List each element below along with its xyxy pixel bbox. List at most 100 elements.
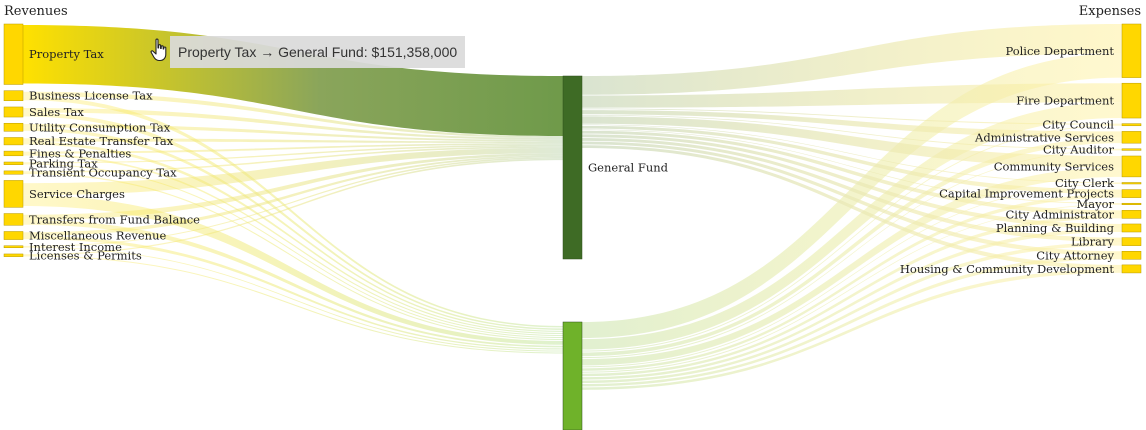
link-sales-tax-to-general-fund[interactable]: [23, 107, 563, 140]
link-general-fund-to-capital-improvement-projects[interactable]: [582, 125, 1122, 195]
node-fines-and-penalties[interactable]: [3, 150, 24, 157]
link-licenses-and-permits-to-fund-2[interactable]: [23, 255, 563, 354]
link-transient-occupancy-tax-to-general-fund[interactable]: [23, 146, 563, 173]
link-miscellaneous-revenue-to-general-fund[interactable]: [23, 155, 563, 236]
link-general-fund-to-city-clerk[interactable]: [582, 124, 1122, 184]
link-fund-2-to-fire-department[interactable]: [582, 102, 1122, 350]
node-business-license-tax[interactable]: [3, 90, 24, 102]
node-planning-and-building[interactable]: [1121, 223, 1142, 233]
link-general-fund-to-mayor[interactable]: [582, 129, 1122, 205]
link-fund-2-to-administrative-services[interactable]: [582, 137, 1122, 357]
node-housing-and-community-development[interactable]: [1121, 264, 1142, 274]
node-city-clerk[interactable]: [1121, 182, 1142, 185]
node-city-auditor[interactable]: [1121, 148, 1142, 151]
node-real-estate-transfer-tax[interactable]: [3, 137, 24, 146]
revenues-title: Revenues: [4, 4, 68, 19]
node-licenses-and-permits[interactable]: [3, 253, 24, 257]
link-fund-2-to-capital-improvement-projects[interactable]: [582, 194, 1122, 371]
link-interest-income-to-fund-2[interactable]: [23, 246, 563, 352]
link-fund-2-to-city-attorney[interactable]: [582, 255, 1122, 387]
link-general-fund-to-community-services[interactable]: [582, 116, 1122, 168]
link-fund-2-to-mayor[interactable]: [582, 204, 1122, 373]
label-library: Library: [1071, 235, 1115, 249]
nodes-layer: [3, 23, 1142, 430]
label-fire-department: Fire Department: [1016, 94, 1114, 108]
link-parking-tax-to-fund-2[interactable]: [23, 163, 563, 338]
link-fines-and-penalties-to-fund-2[interactable]: [23, 153, 563, 336]
link-fund-2-to-city-clerk[interactable]: [582, 183, 1122, 368]
node-parking-tax[interactable]: [3, 161, 24, 165]
link-general-fund-to-library[interactable]: [582, 138, 1122, 243]
link-fund-2-to-police-department[interactable]: [582, 53, 1122, 339]
node-fund-2[interactable]: [562, 321, 583, 430]
node-miscellaneous-revenue[interactable]: [3, 231, 24, 240]
link-fund-2-to-city-council[interactable]: [582, 124, 1122, 352]
link-general-fund-to-city-administrator[interactable]: [582, 130, 1122, 215]
link-general-fund-to-police-department[interactable]: [582, 24, 1122, 95]
link-business-license-tax-to-fund-2[interactable]: [23, 96, 563, 328]
node-fire-department[interactable]: [1121, 82, 1142, 119]
label-housing-and-community-development: Housing & Community Development: [900, 262, 1114, 276]
label-mayor: Mayor: [1076, 197, 1114, 211]
node-sales-tax[interactable]: [3, 106, 24, 118]
hand-cursor-icon: [150, 38, 167, 62]
link-general-fund-to-housing-and-community-development[interactable]: [582, 145, 1122, 270]
node-administrative-services[interactable]: [1121, 131, 1142, 144]
link-licenses-and-permits-to-general-fund[interactable]: [23, 158, 563, 256]
link-miscellaneous-revenue-to-fund-2[interactable]: [23, 235, 563, 350]
link-transfers-from-fund-balance-to-general-fund[interactable]: [23, 153, 563, 220]
label-community-services: Community Services: [994, 159, 1114, 173]
link-general-fund-to-city-council[interactable]: [582, 108, 1122, 125]
link-general-fund-to-fire-department[interactable]: [582, 83, 1122, 108]
label-service-charges: Service Charges: [29, 187, 125, 201]
node-general-fund[interactable]: [562, 75, 583, 260]
link-transfers-from-fund-balance-to-fund-2[interactable]: [23, 219, 563, 348]
node-mayor[interactable]: [1121, 202, 1142, 205]
link-fund-2-to-city-administrator[interactable]: [582, 214, 1122, 377]
link-real-estate-transfer-tax-to-fund-2[interactable]: [23, 141, 563, 334]
link-general-fund-to-city-auditor[interactable]: [582, 115, 1122, 150]
node-transfers-from-fund-balance[interactable]: [3, 213, 24, 226]
link-utility-consumption-tax-to-general-fund[interactable]: [23, 124, 563, 142]
link-utility-consumption-tax-to-fund-2[interactable]: [23, 127, 563, 332]
link-general-fund-to-administrative-services[interactable]: [582, 110, 1122, 138]
label-interest-income: Interest Income: [29, 240, 122, 254]
link-parking-tax-to-general-fund[interactable]: [23, 144, 563, 164]
link-general-fund-to-planning-and-building[interactable]: [582, 134, 1122, 229]
node-utility-consumption-tax[interactable]: [3, 122, 24, 132]
link-fund-2-to-housing-and-community-development[interactable]: [582, 269, 1122, 390]
labels-layer: Property Tax Business License Tax Sales Ta…: [29, 44, 1115, 276]
label-miscellaneous-revenue: Miscellaneous Revenue: [29, 229, 166, 243]
node-community-services[interactable]: [1121, 155, 1142, 178]
link-fund-2-to-community-services[interactable]: [582, 167, 1122, 366]
node-library[interactable]: [1121, 237, 1142, 246]
label-transfers-from-fund-balance: Transfers from Fund Balance: [29, 212, 200, 226]
label-licenses-and-permits: Licenses & Permits: [29, 248, 142, 262]
node-capital-improvement-projects[interactable]: [1121, 189, 1142, 198]
link-business-license-tax-to-general-fund[interactable]: [23, 91, 563, 138]
link-transient-occupancy-tax-to-fund-2[interactable]: [23, 172, 563, 340]
node-city-administrator[interactable]: [1121, 210, 1142, 219]
node-police-department[interactable]: [1121, 23, 1142, 78]
node-city-attorney[interactable]: [1121, 250, 1142, 260]
link-general-fund-to-city-attorney[interactable]: [582, 141, 1122, 256]
node-property-tax[interactable]: [3, 23, 24, 85]
link-fund-2-to-library[interactable]: [582, 242, 1122, 383]
link-fund-2-to-city-auditor[interactable]: [582, 149, 1122, 359]
link-real-estate-transfer-tax-to-general-fund[interactable]: [23, 138, 563, 144]
node-city-council[interactable]: [1121, 123, 1142, 127]
node-interest-income[interactable]: [3, 245, 24, 249]
node-transient-occupancy-tax[interactable]: [3, 170, 24, 175]
label-planning-and-building: Planning & Building: [996, 221, 1115, 235]
label-utility-consumption-tax: Utility Consumption Tax: [29, 120, 171, 134]
node-service-charges[interactable]: [3, 180, 24, 208]
link-service-charges-to-general-fund[interactable]: [23, 147, 563, 196]
link-fund-2-to-planning-and-building[interactable]: [582, 228, 1122, 380]
link-service-charges-to-fund-2[interactable]: [23, 195, 563, 345]
link-interest-income-to-general-fund[interactable]: [23, 156, 563, 247]
link-sales-tax-to-fund-2[interactable]: [23, 112, 563, 330]
label-real-estate-transfer-tax: Real Estate Transfer Tax: [29, 134, 174, 148]
label-city-auditor: City Auditor: [1043, 143, 1115, 157]
link-fines-and-penalties-to-general-fund[interactable]: [23, 143, 563, 154]
